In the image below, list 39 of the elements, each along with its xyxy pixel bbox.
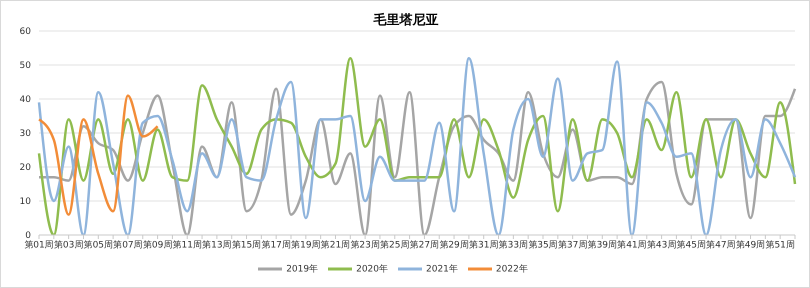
x-tick-label: 第25周 [380,239,410,250]
legend-label: 2022年 [496,264,528,274]
y-tick-label: 60 [20,27,32,38]
x-tick-label: 第47周 [706,239,736,250]
x-tick-label: 第21周 [320,239,350,250]
x-tick-label: 第37周 [558,239,588,250]
x-tick-label: 第23周 [350,239,380,250]
legend-label: 2021年 [426,264,458,274]
legend-label: 2019年 [286,264,318,274]
y-tick-label: 20 [20,163,32,174]
x-tick-label: 第13周 [202,239,232,250]
x-tick-label: 第27周 [410,239,440,250]
x-tick-label: 第15周 [232,239,262,250]
x-tick-label: 第35周 [528,239,558,250]
x-tick-label: 第51周 [765,239,795,250]
x-tick-label: 第09周 [142,239,172,250]
x-tick-label: 第49周 [736,239,766,250]
x-tick-label: 第33周 [498,239,528,250]
x-tick-label: 第29周 [439,239,469,250]
x-tick-label: 第45周 [676,239,706,250]
x-tick-label: 第05周 [84,239,114,250]
x-tick-label: 第07周 [113,239,143,250]
x-tick-label: 第03周 [54,239,84,250]
x-tick-label: 第41周 [617,239,647,250]
y-tick-label: 0 [25,231,32,242]
x-tick-label: 第31周 [468,239,498,250]
y-tick-label: 50 [20,61,32,72]
x-tick-label: 第39周 [588,239,618,250]
y-tick-label: 10 [20,197,32,208]
x-tick-label: 第17周 [261,239,291,250]
y-tick-label: 30 [20,129,32,140]
legend-label: 2020年 [356,264,388,274]
x-tick-label: 第19周 [291,239,321,250]
x-tick-label: 第11周 [172,239,202,250]
x-tick-label: 第43周 [646,239,676,250]
x-tick-label: 第01周 [24,239,54,250]
chart-title: 毛里塔尼亚 [372,12,440,29]
line-series [38,94,159,216]
y-tick-label: 40 [20,95,32,106]
